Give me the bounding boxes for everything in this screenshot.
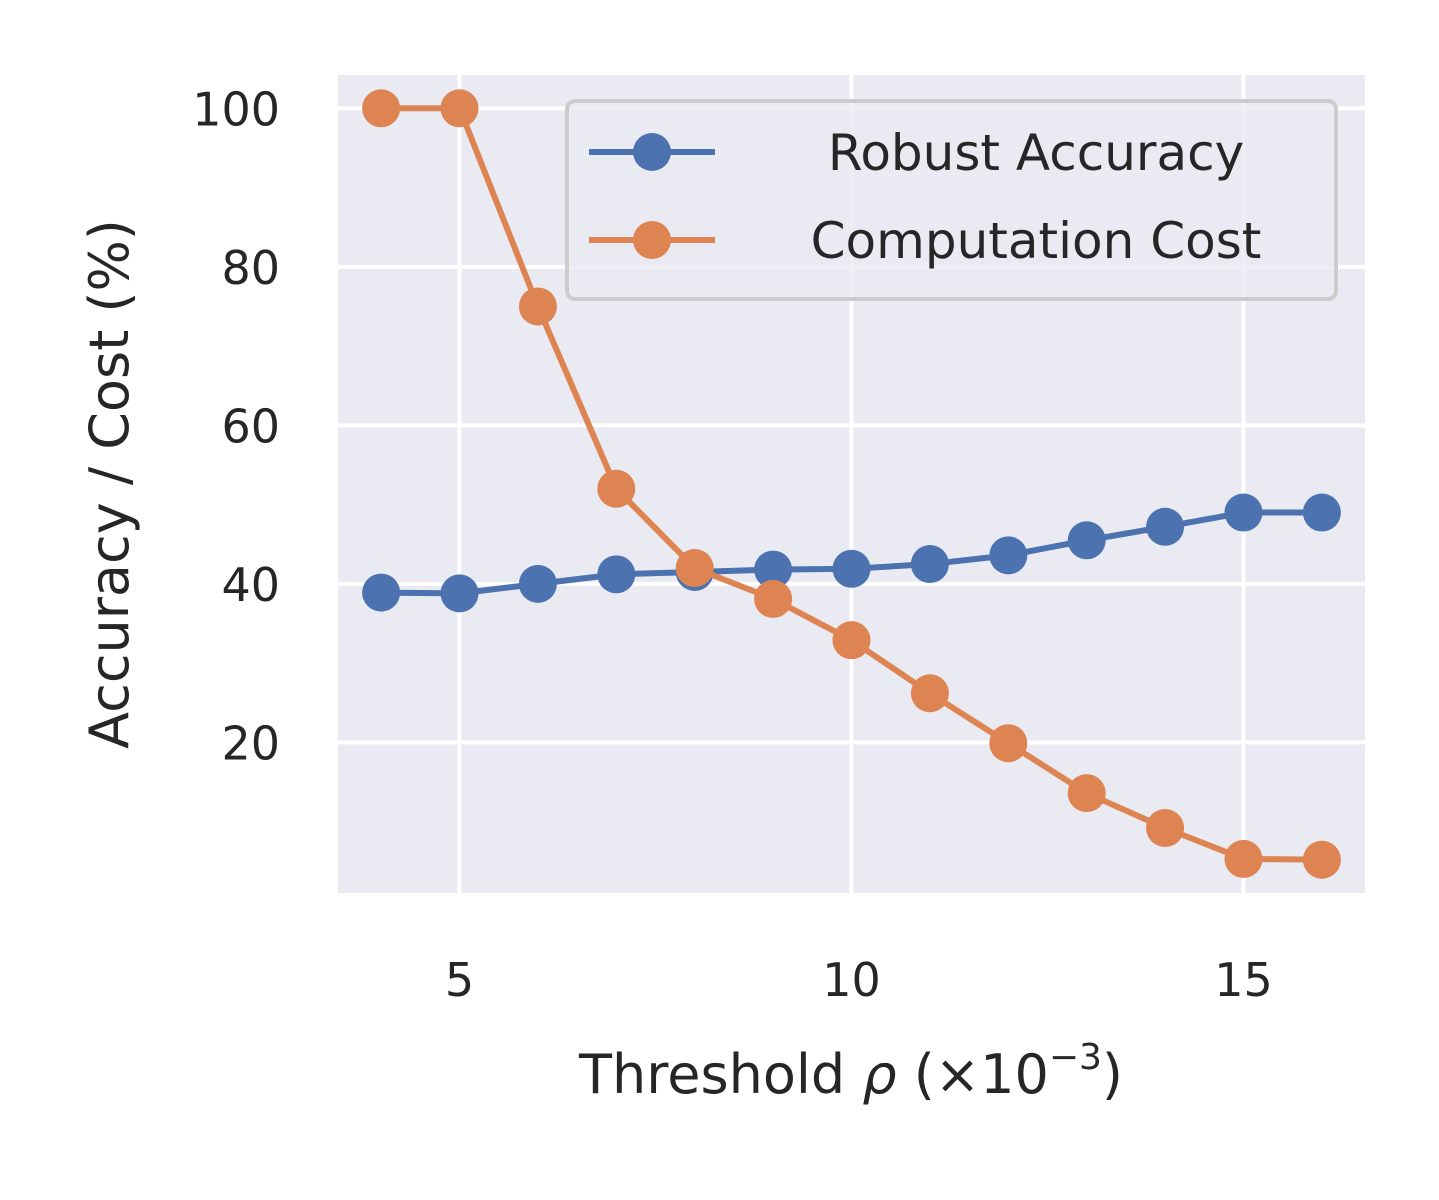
data-point <box>1146 809 1185 848</box>
x-tick-labels: 5 10 15 <box>445 953 1273 1007</box>
data-point <box>832 621 871 660</box>
y-tick-labels: 20 40 60 80 100 <box>192 82 280 770</box>
data-point <box>1067 774 1106 813</box>
data-point <box>1302 493 1341 532</box>
data-point <box>440 574 479 613</box>
data-point <box>832 549 871 588</box>
data-point <box>1146 507 1185 546</box>
y-tick-label: 20 <box>221 716 280 770</box>
y-tick-label: 60 <box>221 399 280 453</box>
data-point <box>362 89 401 128</box>
x-tick-label: 5 <box>445 953 474 1007</box>
data-point <box>1224 493 1263 532</box>
legend-box <box>565 99 1338 301</box>
legend-marker <box>633 221 671 259</box>
data-point <box>675 549 714 588</box>
x-axis-label: Threshold ρ (×10−3) <box>578 1037 1123 1106</box>
legend: Robust Accuracy Computation Cost <box>565 99 1338 301</box>
y-tick-label: 80 <box>221 241 280 295</box>
data-point <box>1067 521 1106 560</box>
data-point <box>518 564 557 603</box>
legend-entry: Computation Cost <box>589 212 1261 270</box>
legend-label: Robust Accuracy <box>828 124 1244 182</box>
series-layer <box>362 89 1341 879</box>
series-1 <box>362 493 1341 613</box>
data-point <box>518 287 557 326</box>
y-tick-label: 40 <box>221 558 280 612</box>
data-point <box>597 469 636 508</box>
x-tick-label: 10 <box>822 953 881 1007</box>
data-point <box>910 545 949 584</box>
y-tick-label: 100 <box>192 82 280 136</box>
data-point <box>1224 839 1263 878</box>
series-2 <box>362 89 1341 879</box>
x-tick-label: 15 <box>1214 953 1273 1007</box>
data-point <box>362 573 401 612</box>
data-point <box>440 89 479 128</box>
data-point <box>1302 840 1341 879</box>
data-point <box>910 674 949 713</box>
data-point <box>754 550 793 589</box>
data-point <box>754 579 793 618</box>
data-point <box>597 555 636 594</box>
legend-marker <box>633 133 671 171</box>
data-point <box>989 536 1028 575</box>
data-point <box>989 724 1028 763</box>
y-axis-label: Accuracy / Cost (%) <box>78 219 141 749</box>
legend-label: Computation Cost <box>811 212 1262 270</box>
legend-entry: Robust Accuracy <box>589 124 1244 182</box>
